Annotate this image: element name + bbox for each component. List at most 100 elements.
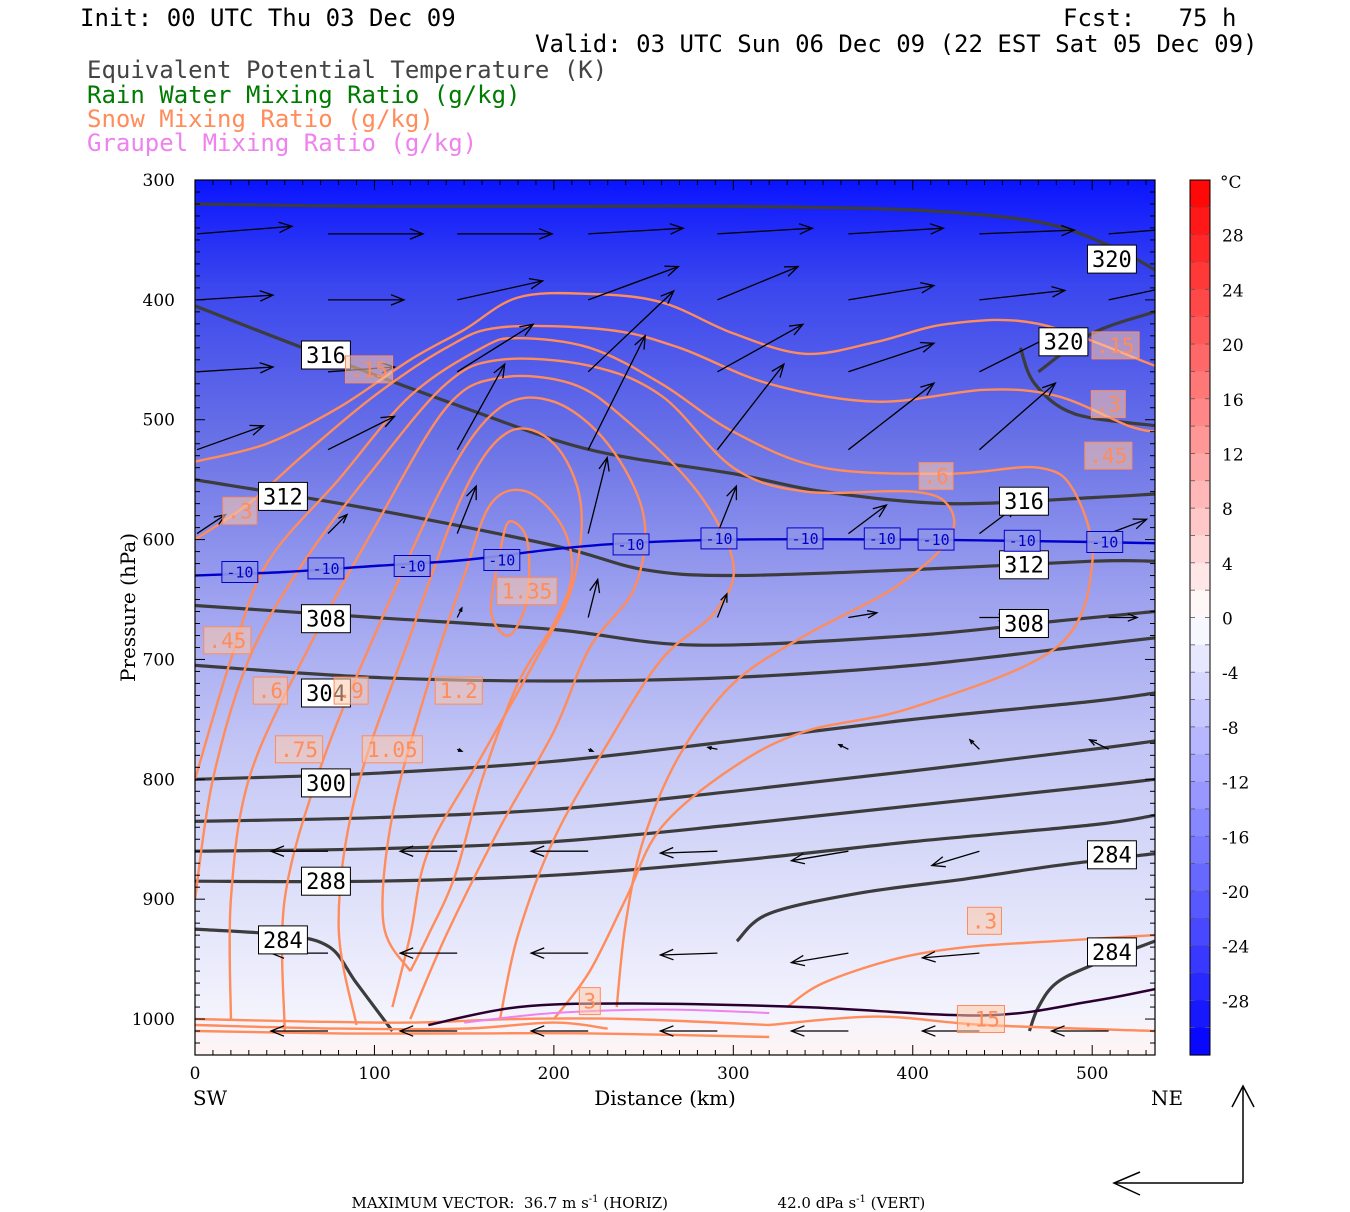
- wind-vector-shaft: [791, 850, 849, 862]
- snow-contour-1.2: [381, 488, 574, 972]
- theta-e-label-text: 312: [263, 485, 303, 510]
- theta-e-label: 316: [999, 486, 1049, 516]
- colorbar-swatch: [1190, 672, 1210, 701]
- colorbar-swatch: [1190, 508, 1210, 537]
- snow-contour-0.3: [786, 933, 1155, 1009]
- snow-label: .3: [967, 906, 1002, 935]
- y-tick-label: 400: [143, 291, 175, 311]
- wind-vector-shaft: [922, 952, 980, 959]
- snow-contour-0.3: [195, 324, 1155, 541]
- colorbar-label: -4: [1222, 664, 1239, 684]
- colorbar-swatch: [1190, 1000, 1210, 1029]
- colorbar-swatch: [1190, 426, 1210, 455]
- colorbar-swatch: [1190, 863, 1210, 892]
- wind-vector-head: [706, 746, 712, 751]
- colorbar-swatch: [1190, 808, 1210, 837]
- snow-contour-1.05: [337, 427, 583, 1026]
- colorbar: 28 24 20 16 12 8 4 0 -4 -8 -12 -16 -20 -24 -28 °C: [1189, 173, 1249, 1056]
- max-vector-label: MAXIMUM VECTOR: 36.7 m s: [351, 1194, 589, 1212]
- isotherm-label: -10: [786, 527, 824, 550]
- vert-label: (VERT): [865, 1194, 926, 1212]
- plot-frame: [194, 179, 1156, 1056]
- colorbar-swatch: [1190, 945, 1210, 974]
- theta-e-contour-284: [735, 852, 1155, 943]
- theta-e-label: 320: [1087, 244, 1137, 274]
- snow-label-box: [203, 626, 252, 655]
- snow-label-text: .45: [1089, 444, 1127, 468]
- snow-label-box: [1090, 390, 1126, 419]
- wind-vector-head: [409, 228, 425, 240]
- axes: 0 100 200 300 400 500 300 400 500 600 700 800 900 100…: [116, 171, 1183, 1110]
- theta-e-label-text: 288: [306, 870, 346, 895]
- vert-value: 42.0 dPa s: [777, 1194, 857, 1212]
- theta-e-label-box: [999, 550, 1049, 580]
- theta-e-label: 312: [258, 481, 308, 511]
- wind-vector-head: [968, 738, 975, 745]
- theta-e-label-box: [301, 768, 351, 798]
- snow-label-box: [578, 987, 601, 1016]
- snow-label-box: [222, 496, 258, 525]
- colorbar-label: -16: [1222, 828, 1249, 848]
- wind-vector: [848, 609, 879, 619]
- wind-vector-head: [529, 1025, 545, 1037]
- wind-vector-head: [519, 323, 535, 336]
- wind-vector-head: [929, 223, 946, 235]
- theta-e-label: 312: [999, 550, 1049, 580]
- isotherm-label-text: -10: [617, 536, 644, 554]
- wind-vector-head: [529, 845, 545, 858]
- wind-vector-head: [789, 1025, 805, 1037]
- colorbar-label: 12: [1222, 445, 1244, 465]
- isotherm-label-box: [221, 561, 259, 583]
- wind-vector: [328, 228, 425, 240]
- colorbar-label: 24: [1222, 281, 1244, 301]
- isotherm-label-box: [700, 527, 738, 550]
- snow-label-box: [434, 676, 483, 705]
- wind-vector-shaft: [588, 227, 684, 235]
- colorbar-swatch: [1190, 836, 1210, 865]
- wind-vector-head: [1041, 382, 1057, 396]
- wind-vector-shaft: [716, 485, 738, 534]
- theta-e-label-text: 284: [1092, 941, 1132, 966]
- wind-vector-head: [920, 1025, 936, 1037]
- colorbar-swatch: [1190, 453, 1210, 482]
- colorbar-label: -8: [1222, 719, 1239, 739]
- isotherm-label: -10: [483, 549, 521, 571]
- snow-label: .3: [1090, 390, 1126, 419]
- snow-label: .3: [222, 496, 258, 525]
- wind-vector-head: [538, 228, 554, 240]
- isotherm-label: -10: [863, 527, 901, 550]
- wind-vector: [456, 484, 477, 534]
- wind-vector: [587, 577, 601, 618]
- isotherm-label-box: [863, 527, 901, 550]
- wind-vector-head: [920, 382, 936, 396]
- theta-e-label-text: 308: [306, 608, 346, 633]
- wind-vector-head: [278, 221, 294, 234]
- wind-vector-head: [634, 334, 646, 350]
- snow-label-box: [361, 735, 423, 764]
- isotherm-label: -10: [1003, 529, 1041, 552]
- theta-e-label-text: 320: [1092, 248, 1132, 273]
- wind-vector: [716, 362, 785, 451]
- colorbar-swatch: [1190, 1027, 1210, 1056]
- theta-e-label: 300: [301, 768, 351, 798]
- wind-vector-shaft: [848, 227, 944, 235]
- isotherm-label: -10: [917, 528, 955, 551]
- theta-e-label-box: [1038, 327, 1089, 357]
- x-tick-label: 100: [358, 1064, 390, 1084]
- snow-label-text: .3: [1096, 393, 1121, 417]
- isotherm-label-box: [917, 528, 955, 551]
- wind-vector: [588, 223, 685, 235]
- wind-vector-head: [1127, 613, 1139, 622]
- wind-vector-shaft: [848, 382, 935, 451]
- snow-label: .15: [345, 355, 394, 384]
- isotherm-label-text: -10: [1009, 532, 1036, 550]
- snow-label-box: [252, 676, 288, 705]
- snow-label: 1.35: [496, 577, 558, 606]
- wind-vector: [979, 285, 1067, 301]
- wind-vector: [196, 362, 275, 374]
- snow-label-text: 3: [583, 990, 596, 1014]
- y-tick-label: 900: [143, 890, 175, 910]
- colorbar-swatch: [1190, 699, 1210, 728]
- theta-e-label-text: 320: [1044, 331, 1084, 356]
- wind-vector-head: [259, 362, 275, 374]
